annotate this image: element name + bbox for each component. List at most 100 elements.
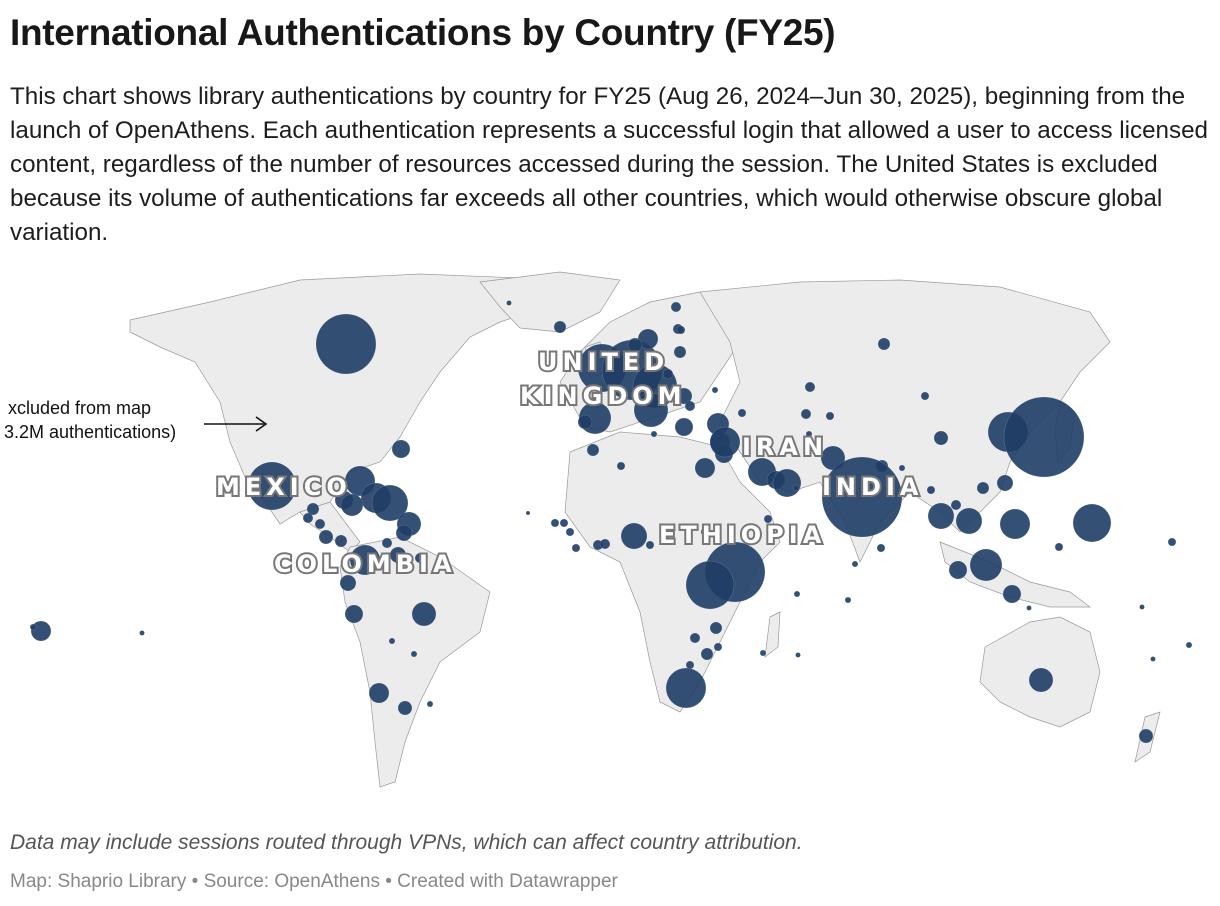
bubble-ecuador[interactable] <box>339 574 357 592</box>
bubble-map[interactable]: xcluded from map 3.2M authentications) U… <box>0 262 1220 802</box>
bubble-china[interactable] <box>933 430 949 446</box>
bubble-central-america[interactable] <box>306 502 320 516</box>
bubble-west-africa[interactable] <box>571 543 581 553</box>
bubble-egypt[interactable] <box>694 457 716 479</box>
bubble-peru[interactable] <box>344 604 364 624</box>
bubble-guyana[interactable] <box>414 552 426 564</box>
bubble-central-america[interactable] <box>334 534 348 548</box>
bubble-indonesia-south[interactable] <box>1002 584 1022 604</box>
bubble-canada[interactable] <box>315 313 377 375</box>
bubble-central-america[interactable] <box>302 512 314 524</box>
bubble-laos[interactable] <box>950 499 962 511</box>
bubble-mexico[interactable] <box>247 461 297 511</box>
bubble-mauritius[interactable] <box>759 649 767 657</box>
bubble-hong-kong[interactable] <box>976 481 990 495</box>
bubble-morocco[interactable] <box>586 443 600 457</box>
bubble-saudi-arabia[interactable] <box>709 426 741 458</box>
bubble-caucasus[interactable] <box>737 408 747 418</box>
bubble-central-america[interactable] <box>314 518 326 530</box>
bubble-kenya[interactable] <box>685 560 735 610</box>
bubble-afghanistan[interactable] <box>805 430 813 438</box>
bubble-philippines[interactable] <box>1072 503 1112 543</box>
bubble-greece[interactable] <box>674 417 694 437</box>
bubble-colombia[interactable] <box>349 544 381 576</box>
bubble-bahamas[interactable] <box>391 439 411 459</box>
bubble-australia[interactable] <box>1028 667 1054 693</box>
bubble-bangladesh[interactable] <box>898 464 906 472</box>
bubble-west-africa[interactable] <box>599 538 611 550</box>
bubble-ukraine[interactable] <box>711 386 719 394</box>
bubble-malawi[interactable] <box>713 642 723 652</box>
bubble-taiwan[interactable] <box>996 474 1014 492</box>
bubble-venezuela[interactable] <box>389 546 407 564</box>
bubble-algeria[interactable] <box>616 461 626 471</box>
bubble-north-asia[interactable] <box>877 337 891 351</box>
bubble-caribbean[interactable] <box>340 493 364 517</box>
bubble-tunisia[interactable] <box>650 430 658 438</box>
bubble-chile-argentina[interactable] <box>368 682 390 704</box>
bubble-central-america[interactable] <box>381 537 393 549</box>
bubble-portugal[interactable] <box>577 414 593 430</box>
bubble-zimbabwe[interactable] <box>700 647 714 661</box>
bubble-sudan[interactable] <box>700 527 710 537</box>
bubble-west-africa[interactable] <box>550 518 560 528</box>
bubble-caribbean[interactable] <box>395 524 413 542</box>
bubble-brazil[interactable] <box>411 601 437 627</box>
bubble-caribbean[interactable] <box>371 484 409 522</box>
bubble-guam[interactable] <box>1054 542 1064 552</box>
bubble-timor[interactable] <box>1026 605 1032 611</box>
bubble-myanmar[interactable] <box>926 485 936 495</box>
bubble-finland[interactable] <box>670 301 682 313</box>
bubble-japan-korea[interactable] <box>1003 396 1085 478</box>
bubble-zambia[interactable] <box>689 632 701 644</box>
bubble-atlantic[interactable] <box>525 510 531 516</box>
bubble-cameroon[interactable] <box>645 540 655 550</box>
bubble-south-africa[interactable] <box>665 667 707 709</box>
bubble-new-zealand[interactable] <box>1138 728 1154 744</box>
chart-title: International Authentications by Country… <box>10 12 836 53</box>
bubble-balkans[interactable] <box>675 387 693 405</box>
bubble-cambodia[interactable] <box>955 507 983 535</box>
bubble-belgium[interactable] <box>627 337 643 353</box>
bubble-tanzania[interactable] <box>709 621 723 635</box>
bubble-west-africa[interactable] <box>559 518 569 528</box>
bubble-thailand[interactable] <box>927 502 955 530</box>
bubble-iceland[interactable] <box>506 300 512 306</box>
bubble-maldives[interactable] <box>851 560 859 568</box>
bubble-nigeria[interactable] <box>620 522 648 550</box>
bubble-mongolia[interactable] <box>920 391 930 401</box>
bubble-sri-lanka[interactable] <box>876 543 886 553</box>
bubble-estonia[interactable] <box>676 325 686 335</box>
bubble-oman[interactable] <box>792 484 800 492</box>
bubble-west-africa[interactable] <box>565 527 575 537</box>
bubble-italy[interactable] <box>633 392 669 428</box>
bubble-fiji[interactable] <box>1185 641 1193 649</box>
bubble-ireland[interactable] <box>553 320 567 334</box>
bubble-russia[interactable] <box>804 381 816 393</box>
bubble-romania[interactable] <box>684 400 696 412</box>
bubble-vietnam[interactable] <box>999 508 1031 540</box>
bubble-poland[interactable] <box>673 345 687 359</box>
bubble-indian-ocean[interactable] <box>844 596 852 604</box>
bubble-central-asia[interactable] <box>825 411 835 421</box>
bubble-seychelles[interactable] <box>795 652 801 658</box>
bubble-somalia[interactable] <box>763 514 773 524</box>
bubble-malaysia[interactable] <box>948 560 968 580</box>
bubble-southern-sa[interactable] <box>426 700 434 708</box>
bubble-madagascar[interactable] <box>793 590 801 598</box>
bubble-central-america[interactable] <box>318 529 334 545</box>
bubble-micronesia[interactable] <box>1167 537 1177 547</box>
bubble-central-asia[interactable] <box>800 408 812 420</box>
bubble-paraguay[interactable] <box>410 650 418 658</box>
bubble-pacific[interactable] <box>139 630 145 636</box>
bubble-uruguay[interactable] <box>397 700 413 716</box>
bubble-hawaii[interactable] <box>30 620 52 642</box>
bubble-png[interactable] <box>1139 604 1145 610</box>
bubble-bolivia[interactable] <box>388 637 396 645</box>
bubble-singapore-indonesia[interactable] <box>969 548 1003 582</box>
bubble-india[interactable] <box>821 456 903 538</box>
bubble-vanuatu[interactable] <box>1150 656 1156 662</box>
bubble-uae[interactable] <box>772 468 802 498</box>
bubble-hawaii-small[interactable] <box>29 623 37 631</box>
bubble-austria[interactable] <box>662 368 674 380</box>
